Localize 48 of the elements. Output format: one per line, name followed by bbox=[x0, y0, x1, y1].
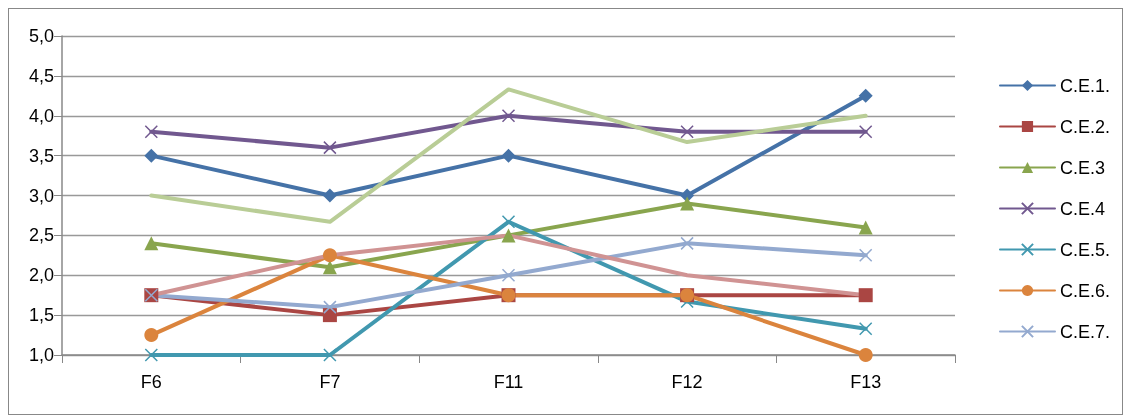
y-tick-label: 1,0 bbox=[28, 345, 54, 365]
y-tick-label: 3,5 bbox=[28, 145, 54, 166]
point bbox=[322, 188, 337, 203]
legend-label: C.E.5. bbox=[1059, 239, 1111, 260]
point bbox=[144, 236, 159, 251]
x-tick-label: F6 bbox=[140, 372, 162, 392]
y-tick-label: 4,5 bbox=[28, 65, 54, 86]
y-tick-label: 4,0 bbox=[28, 105, 54, 126]
x-tick-label: F7 bbox=[319, 372, 341, 392]
point bbox=[501, 268, 516, 282]
point bbox=[858, 88, 873, 103]
point bbox=[858, 348, 873, 362]
y-tick-label: 5,0 bbox=[28, 26, 54, 46]
legend-label: C.E.3 bbox=[1059, 157, 1106, 178]
legend-label: C.E.6. bbox=[1059, 280, 1111, 301]
point bbox=[144, 328, 159, 343]
line-series bbox=[149, 87, 868, 224]
point bbox=[144, 348, 159, 362]
point bbox=[858, 124, 873, 139]
point bbox=[858, 321, 873, 336]
point bbox=[680, 124, 694, 139]
x-tick-label: F12 bbox=[671, 372, 703, 392]
point bbox=[322, 260, 337, 275]
point bbox=[680, 196, 695, 211]
x-tick-label: F13 bbox=[850, 372, 882, 392]
legend-label: C.E.2. bbox=[1059, 116, 1111, 137]
point bbox=[323, 300, 337, 314]
point bbox=[858, 248, 873, 263]
y-tick-label: 1,5 bbox=[28, 305, 54, 326]
x-tick-label: F11 bbox=[493, 372, 524, 392]
point bbox=[323, 140, 337, 155]
point bbox=[501, 109, 516, 123]
point bbox=[680, 236, 694, 251]
legend-label: C.E.1. bbox=[1059, 75, 1111, 96]
point bbox=[501, 228, 516, 243]
point bbox=[858, 220, 873, 235]
y-tick-label: 2,0 bbox=[28, 265, 54, 286]
point bbox=[322, 248, 337, 263]
y-tick-label: 2,5 bbox=[28, 225, 54, 246]
point bbox=[858, 288, 873, 303]
legend-label: C.E.7. bbox=[1059, 321, 1111, 342]
point bbox=[144, 124, 159, 139]
point bbox=[501, 215, 516, 229]
point bbox=[501, 148, 516, 163]
y-tick-label: 3,0 bbox=[28, 185, 54, 206]
legend-label: C.E.4 bbox=[1059, 198, 1106, 219]
point bbox=[144, 148, 159, 163]
point bbox=[323, 348, 337, 362]
